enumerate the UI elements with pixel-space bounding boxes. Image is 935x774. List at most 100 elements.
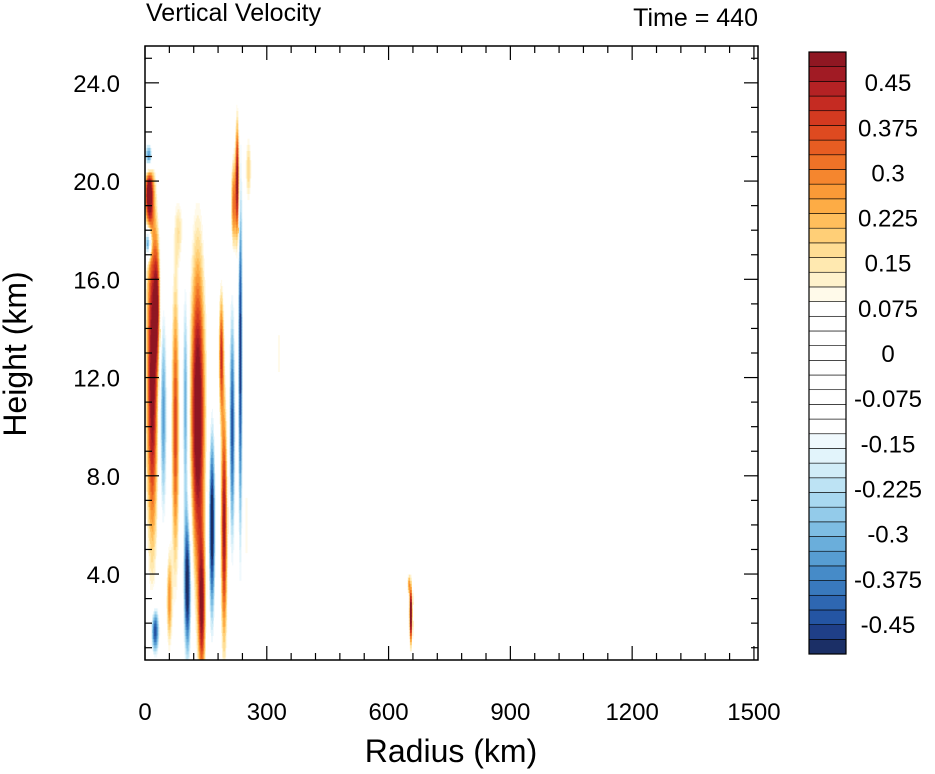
heatmap-cell [153,76,155,81]
heatmap-cell [156,494,158,498]
heatmap-cell [147,570,149,575]
heatmap-cell [157,245,159,250]
heatmap-cell [151,386,153,391]
heatmap-cell [173,537,176,541]
heatmap-cell [148,208,150,213]
heatmap-cell [158,242,160,247]
heatmap-cell [171,297,173,302]
heatmap-cell [175,638,178,643]
heatmap-cell [161,491,163,495]
heatmap-cell [149,85,151,90]
heatmap-cell [164,346,166,351]
heatmap-cell [171,273,173,277]
heatmap-cell [161,485,163,489]
heatmap-cell [155,466,157,471]
heatmap-cell [145,402,147,406]
heatmap-cell [157,159,159,164]
heatmap-cell [155,531,157,535]
heatmap-cell [164,414,166,419]
heatmap-cell [162,310,164,314]
heatmap-cell [178,574,181,578]
heatmap-cell [149,119,151,124]
heatmap-cell [151,359,153,363]
heatmap-cell [152,546,154,551]
heatmap-cell [172,242,175,247]
heatmap-cell [149,368,151,373]
heatmap-cell [172,377,175,382]
heatmap-cell [166,383,168,388]
heatmap-cell [170,561,172,566]
heatmap-cell [158,313,160,317]
heatmap-cell [154,454,156,458]
heatmap-cell [175,546,178,551]
heatmap-cell [158,561,160,566]
heatmap-cell [160,414,162,419]
heatmap-cell [145,537,147,541]
heatmap-cell [148,438,150,443]
heatmap-cell [177,485,180,489]
heatmap-cell [163,276,165,280]
heatmap-cell [158,150,160,155]
heatmap-cell [152,463,154,468]
heatmap-cell [147,509,149,514]
heatmap-cell [146,411,148,415]
heatmap-cell [172,230,175,234]
heatmap-cell [175,196,178,201]
heatmap-cell [155,224,157,228]
heatmap-cell [178,377,181,382]
heatmap-cell [167,650,169,655]
heatmap-cell [175,337,178,342]
heatmap-cell [170,586,172,590]
heatmap-cell [159,432,161,437]
heatmap-cell [179,463,182,468]
heatmap-cell [162,500,164,505]
heatmap-cell [157,380,159,385]
heatmap-cell [175,485,178,489]
heatmap-cell [175,395,178,400]
heatmap-cell [177,426,180,431]
heatmap-cell [170,518,172,523]
heatmap-cell [148,423,150,428]
heatmap-cell [148,306,150,311]
heatmap-cell [173,617,176,621]
heatmap-cell [146,595,148,600]
heatmap-cell [150,442,152,446]
heatmap-cell [152,577,154,581]
heatmap-cell [163,319,165,323]
heatmap-cell [164,460,166,465]
heatmap-cell [166,408,168,412]
heatmap-cell [146,524,148,529]
heatmap-cell [160,285,162,290]
heatmap-cell [155,537,157,541]
heatmap-cell [164,399,166,403]
heatmap-cell [164,491,166,495]
heatmap-cell [156,141,158,145]
heatmap-cell [171,380,173,385]
heatmap-cell [147,527,149,532]
heatmap-cell [157,242,159,247]
heatmap-cell [147,220,149,225]
heatmap-cell [164,527,166,532]
heatmap-cell [160,472,162,477]
heatmap-cell [149,583,151,587]
heatmap-cell [174,626,177,630]
heatmap-cell [160,316,162,320]
heatmap-cell [155,546,157,551]
heatmap-cell [169,577,171,581]
heatmap-cell [152,656,154,660]
heatmap-cell [175,420,178,425]
heatmap-cell [151,567,153,572]
heatmap-cell [163,325,165,330]
heatmap-cell [147,423,149,428]
heatmap-cell [146,610,148,615]
heatmap-cell [175,340,178,345]
heatmap-cell [171,475,173,480]
heatmap-cell [170,592,172,597]
heatmap-cell [154,128,156,133]
heatmap-cell [162,460,164,465]
heatmap-cell [156,276,158,280]
heatmap-cell [148,521,150,526]
heatmap-cell [160,353,162,357]
heatmap-cell [156,589,158,594]
heatmap-cell [167,629,169,633]
